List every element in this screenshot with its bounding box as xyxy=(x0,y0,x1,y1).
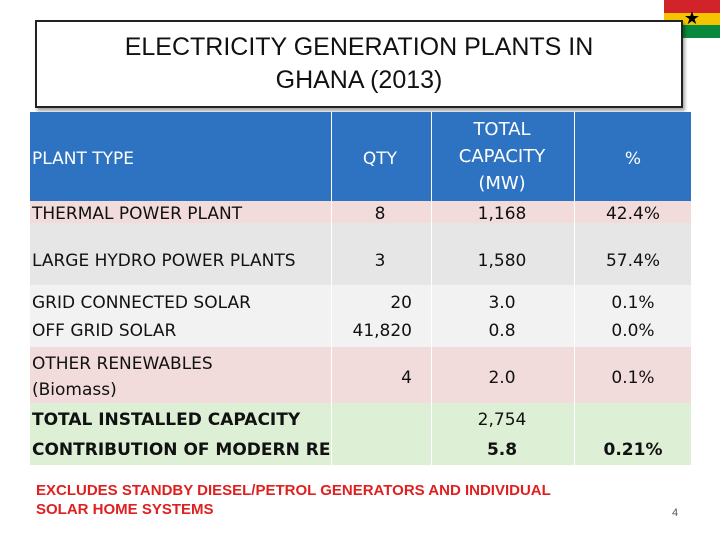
cell-plant-renewables-line2: (Biomass) xyxy=(32,380,117,400)
cell-qty-hydro: 3 xyxy=(374,251,386,271)
table-row-renewables xyxy=(30,347,691,403)
power-plants-table: PLANT TYPE QTY TOTAL CAPACITY (MW) % THE… xyxy=(30,112,691,465)
column-divider xyxy=(431,112,432,465)
cell-percent-grid-solar: 0.1% xyxy=(611,293,655,313)
table-row-hydro xyxy=(30,223,691,285)
cell-capacity-off-grid-solar: 0.8 xyxy=(488,321,516,341)
cell-qty-off-grid-solar: 41,820 xyxy=(352,321,412,341)
footnote-line2: SOLAR HOME SYSTEMS xyxy=(36,501,214,518)
cell-modern-re-percent: 0.21% xyxy=(603,440,663,460)
cell-capacity-grid-solar: 3.0 xyxy=(488,293,516,313)
cell-capacity-renewables: 2.0 xyxy=(488,368,516,388)
footnote-line1: EXCLUDES STANDBY DIESEL/PETROL GENERATOR… xyxy=(36,482,551,499)
cell-plant-grid-solar: GRID CONNECTED SOLAR xyxy=(32,293,251,313)
cell-total-installed-label: TOTAL INSTALLED CAPACITY xyxy=(32,410,301,430)
cell-total-installed-capacity: 2,754 xyxy=(477,410,527,430)
cell-capacity-thermal: 1,168 xyxy=(477,204,527,224)
cell-percent-renewables: 0.1% xyxy=(611,368,655,388)
column-divider xyxy=(331,112,332,465)
table-row-totals xyxy=(30,403,691,465)
table-header-row xyxy=(30,112,691,201)
header-plant-type: PLANT TYPE xyxy=(32,149,135,169)
cell-qty-thermal: 8 xyxy=(374,204,386,224)
title-box: ELECTRICITY GENERATION PLANTS IN GHANA (… xyxy=(35,20,683,108)
page-title-line1: ELECTRICITY GENERATION PLANTS IN xyxy=(124,33,594,61)
cell-modern-re-capacity: 5.8 xyxy=(486,440,518,460)
column-divider xyxy=(574,112,575,465)
cell-plant-renewables: OTHER RENEWABLES (Biomass) xyxy=(32,351,213,403)
table-row-solar xyxy=(30,285,691,347)
page-number: 4 xyxy=(672,507,679,519)
header-percent: % xyxy=(624,149,642,169)
cell-capacity-hydro: 1,580 xyxy=(477,251,527,271)
table-row-thermal xyxy=(30,201,691,223)
cell-percent-off-grid-solar: 0.0% xyxy=(611,321,655,341)
cell-plant-off-grid-solar: OFF GRID SOLAR xyxy=(32,321,177,341)
header-capacity-line1: TOTAL xyxy=(473,119,531,140)
cell-modern-re-label: CONTRIBUTION OF MODERN RE xyxy=(32,440,331,460)
black-star-icon: ★ xyxy=(683,7,701,29)
header-capacity: TOTAL CAPACITY (MW) xyxy=(432,116,572,197)
header-qty: QTY xyxy=(362,149,398,169)
cell-qty-grid-solar: 20 xyxy=(390,293,412,313)
cell-plant-hydro: LARGE HYDRO POWER PLANTS xyxy=(32,251,296,271)
page-title-line2: GHANA (2013) xyxy=(275,66,443,94)
cell-plant-renewables-line1: OTHER RENEWABLES xyxy=(32,354,213,374)
cell-qty-renewables: 4 xyxy=(401,368,412,388)
cell-plant-thermal: THERMAL POWER PLANT xyxy=(32,204,243,224)
cell-percent-hydro: 57.4% xyxy=(605,251,660,271)
header-capacity-line3: (MW) xyxy=(478,173,526,194)
footnote: EXCLUDES STANDBY DIESEL/PETROL GENERATOR… xyxy=(36,481,551,519)
header-capacity-line2: CAPACITY xyxy=(458,146,546,167)
cell-percent-thermal: 42.4% xyxy=(605,204,660,224)
